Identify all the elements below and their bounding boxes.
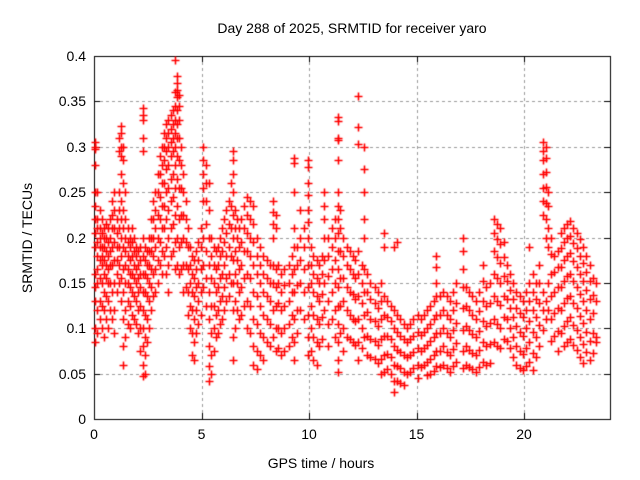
x-tick-label: 15 [408, 426, 425, 442]
chart-title: Day 288 of 2025, SRMTID for receiver yar… [217, 20, 487, 36]
y-tick-label: 0.25 [58, 184, 86, 201]
y-tick-label: 0 [78, 411, 86, 427]
y-tick-label: 0.1 [66, 320, 86, 337]
x-tick-label: 0 [90, 426, 98, 442]
y-tick-label: 0.4 [66, 48, 86, 64]
y-tick-label: 0.05 [58, 365, 86, 382]
x-axis-label: GPS time / hours [267, 455, 375, 471]
y-tick-label: 0.35 [58, 93, 86, 110]
y-tick-label: 0.2 [66, 229, 86, 246]
y-tick-label: 0.3 [66, 138, 86, 155]
x-tick-label: 5 [197, 426, 206, 442]
y-tick-label: 0.15 [58, 274, 86, 291]
x-tick-label: 20 [516, 426, 532, 442]
x-tick-label: 10 [301, 426, 317, 442]
